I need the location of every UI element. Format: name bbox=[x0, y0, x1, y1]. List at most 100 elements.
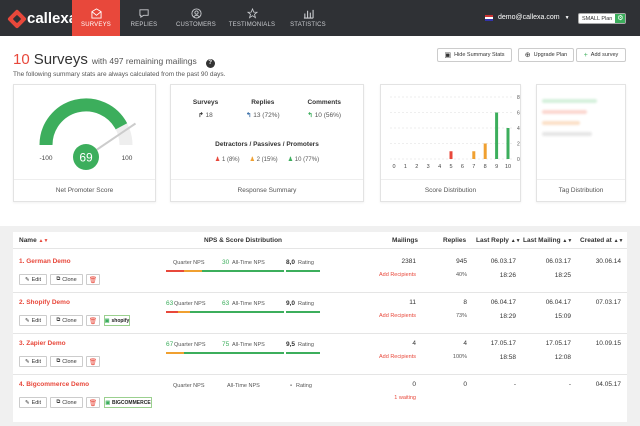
hide-stats-button[interactable]: ▣ Hide Summary Stats bbox=[437, 48, 512, 62]
integration-badge: ▣ BIGCOMMERCE bbox=[104, 397, 152, 408]
clone-button[interactable]: ⧉ Clone bbox=[50, 315, 83, 326]
delete-button[interactable]: 🗑 bbox=[86, 315, 100, 326]
add-recipients-link[interactable]: Add Recipients bbox=[379, 313, 416, 319]
add-recipients-link[interactable]: Add Recipients bbox=[379, 354, 416, 360]
col-last-mailing[interactable]: Last Mailing ▲▼ bbox=[523, 237, 573, 244]
x-tick-label: 1 bbox=[404, 164, 407, 170]
rating-label: Rating bbox=[298, 342, 314, 348]
add-recipients-link[interactable]: Add Recipients bbox=[379, 272, 416, 278]
replies-percent: 73% bbox=[455, 313, 467, 319]
rating-value: 9,0 bbox=[286, 300, 296, 307]
copy-icon: ⧉ bbox=[56, 399, 61, 405]
col-replies[interactable]: Replies bbox=[443, 237, 467, 244]
pencil-icon: ✎ bbox=[24, 276, 30, 283]
user-menu[interactable]: demo@callexa.com ▼ bbox=[485, 14, 570, 21]
last-mailing-date: 06.04.17 bbox=[545, 299, 571, 306]
col-last-reply[interactable]: Last Reply ▲▼ bbox=[476, 237, 521, 244]
pencil-icon: ✎ bbox=[24, 399, 30, 406]
nav-replies[interactable]: REPLIES bbox=[120, 0, 168, 36]
logo[interactable]: callexa bbox=[7, 8, 77, 29]
delete-button[interactable]: 🗑 bbox=[86, 274, 100, 285]
col-name[interactable]: Name ▲▼ bbox=[19, 237, 49, 244]
edit-button[interactable]: ✎ Edit bbox=[19, 274, 47, 285]
survey-name-link[interactable]: 3. Zapier Demo bbox=[19, 340, 66, 347]
alltime-nps-label: All-Time NPS bbox=[232, 260, 265, 266]
x-tick-label: 6 bbox=[461, 164, 464, 170]
sort-icon[interactable]: ▲▼ bbox=[510, 238, 521, 244]
add-recipients-link[interactable]: 1 waiting bbox=[394, 395, 416, 401]
tag-card-label: Tag Distribution bbox=[537, 179, 625, 201]
nps-bar-segment bbox=[166, 352, 184, 354]
add-survey-button[interactable]: + Add survey bbox=[576, 48, 626, 62]
survey-name-link[interactable]: 2. Shopify Demo bbox=[19, 299, 70, 306]
nps-bar-segment bbox=[166, 311, 178, 313]
clone-button[interactable]: ⧉ Clone bbox=[50, 397, 83, 408]
col-created[interactable]: Created at ▲▼ bbox=[580, 237, 624, 244]
edit-button[interactable]: ✎ Edit bbox=[19, 356, 47, 367]
response-stats: Surveys ↱ 18 Replies ↰ 13 (72%) Comments… bbox=[192, 99, 342, 119]
quarter-nps-value: 63 bbox=[166, 300, 174, 307]
nav-testimonials[interactable]: TESTIMONIALS bbox=[224, 0, 280, 36]
help-icon[interactable]: ? bbox=[205, 59, 215, 68]
last-reply-time: 18:26 bbox=[499, 272, 516, 279]
x-tick-label: 10 bbox=[505, 164, 511, 170]
sort-icon[interactable]: ▲▼ bbox=[613, 238, 624, 244]
rating-value: - bbox=[290, 382, 293, 389]
alltime-nps-value: 75 bbox=[222, 341, 230, 348]
y-tick-label: 8 bbox=[517, 95, 520, 101]
edit-button[interactable]: ✎ Edit bbox=[19, 397, 47, 408]
nps-bar-segment bbox=[202, 352, 284, 354]
tag-bar bbox=[542, 121, 580, 125]
tag-bar bbox=[542, 110, 587, 114]
flag-icon[interactable] bbox=[485, 14, 493, 21]
survey-name-link[interactable]: 1. German Demo bbox=[19, 258, 71, 265]
delete-button[interactable]: 🗑 bbox=[86, 356, 100, 367]
edit-button[interactable]: ✎ Edit bbox=[19, 315, 47, 326]
score-bar-7 bbox=[472, 151, 476, 159]
pencil-icon: ✎ bbox=[24, 358, 30, 365]
quarter-nps-label: Quarter NPS bbox=[173, 383, 205, 389]
x-tick-label: 8 bbox=[484, 164, 487, 170]
sort-icon[interactable]: ▲▼ bbox=[562, 238, 573, 244]
clone-button[interactable]: ⧉ Clone bbox=[50, 356, 83, 367]
passive-icon: ♟ bbox=[249, 157, 255, 163]
nav-statistics[interactable]: STATISTICS bbox=[280, 0, 336, 36]
surveys-table bbox=[13, 232, 627, 422]
score-card-label: Score Distribution bbox=[381, 179, 520, 201]
response-summary-card: Surveys ↱ 18 Replies ↰ 13 (72%) Comments… bbox=[170, 84, 364, 202]
gear-icon[interactable]: ⚙ bbox=[615, 14, 626, 23]
clone-button[interactable]: ⧉ Clone bbox=[50, 274, 83, 285]
quarter-nps-label: Quarter NPS bbox=[174, 301, 206, 307]
upgrade-plan-button[interactable]: ⊕ Upgrade Plan bbox=[518, 48, 574, 62]
delete-button[interactable]: 🗑 bbox=[86, 397, 100, 408]
copy-icon: ⧉ bbox=[56, 358, 61, 364]
plus-icon: + bbox=[583, 51, 588, 59]
nps-bar-segment bbox=[202, 270, 284, 272]
nps-gauge-fill bbox=[39, 98, 128, 146]
y-tick-label: 4 bbox=[517, 126, 520, 132]
col-mailings[interactable]: Mailings bbox=[392, 237, 419, 244]
y-tick-label: 0 bbox=[517, 157, 520, 163]
last-reply-date: 17.05.17 bbox=[490, 340, 516, 347]
rating-value: 8,0 bbox=[286, 259, 296, 266]
chat-icon bbox=[138, 9, 149, 19]
score-bar-8 bbox=[483, 143, 487, 159]
chevron-down-icon[interactable]: ▼ bbox=[564, 14, 570, 21]
survey-name-link[interactable]: 4. Bigcommerce Demo bbox=[19, 381, 90, 388]
sort-icon[interactable]: ▲▼ bbox=[38, 238, 49, 244]
divider bbox=[13, 333, 627, 334]
nps-max: 100 bbox=[122, 155, 133, 162]
nav-surveys[interactable]: SURVEYS bbox=[72, 0, 120, 36]
alltime-nps-label: All-Time NPS bbox=[232, 301, 265, 307]
integration-badge: ▣ shopify bbox=[104, 315, 130, 326]
nav-customers[interactable]: CUSTOMERS bbox=[168, 0, 224, 36]
last-reply-time: 18:29 bbox=[499, 313, 516, 320]
main-nav: SURVEYS REPLIES CUSTOMERS TESTIMONIALS S… bbox=[72, 0, 336, 36]
plan-badge[interactable]: SMALL Plan ⚙ bbox=[578, 13, 627, 24]
trash-icon: 🗑 bbox=[88, 276, 98, 284]
last-mailing-date: 17.05.17 bbox=[545, 340, 571, 347]
replies-count: 4 bbox=[463, 340, 467, 347]
y-tick-label: 2 bbox=[517, 142, 520, 148]
user-email[interactable]: demo@callexa.com bbox=[498, 14, 560, 21]
score-distribution-card: 0 2 4 6 8 0 1 2 3 4 5 6 7 8 9 10 Score Distribution bbox=[380, 84, 521, 202]
